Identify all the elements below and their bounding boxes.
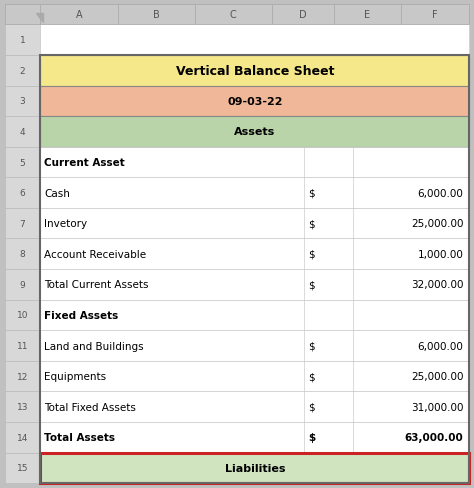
Bar — [40, 269, 469, 300]
Text: 6,000.00: 6,000.00 — [418, 188, 464, 198]
Text: 8: 8 — [19, 250, 26, 259]
Bar — [40, 452, 469, 483]
Text: 12: 12 — [17, 372, 28, 381]
Text: 10: 10 — [17, 311, 28, 320]
Text: $: $ — [308, 402, 315, 412]
Bar — [5, 5, 40, 25]
Bar — [5, 25, 40, 56]
Bar — [5, 391, 40, 422]
Text: 32,000.00: 32,000.00 — [411, 280, 464, 290]
Text: $: $ — [308, 432, 315, 442]
Bar — [40, 25, 469, 56]
Bar — [5, 269, 40, 300]
Text: D: D — [299, 10, 307, 20]
Text: Total Current Assets: Total Current Assets — [44, 280, 148, 290]
Bar — [40, 5, 118, 25]
Text: 2: 2 — [20, 67, 25, 76]
Bar — [5, 178, 40, 208]
Bar — [40, 56, 469, 86]
Text: B: B — [153, 10, 159, 20]
Text: 09-03-22: 09-03-22 — [227, 97, 283, 107]
Text: 6,000.00: 6,000.00 — [418, 341, 464, 351]
Text: 13: 13 — [17, 402, 28, 411]
Text: Total Fixed Assets: Total Fixed Assets — [44, 402, 136, 412]
Text: 1,000.00: 1,000.00 — [418, 249, 464, 259]
Bar — [5, 361, 40, 391]
Text: F: F — [432, 10, 438, 20]
Text: 5: 5 — [19, 158, 26, 167]
Text: $: $ — [308, 188, 315, 198]
Text: 4: 4 — [20, 128, 25, 137]
Bar — [5, 330, 40, 361]
Text: $: $ — [308, 249, 315, 259]
Text: Liabilities: Liabilities — [225, 463, 285, 473]
Bar — [5, 5, 469, 25]
Text: Vertical Balance Sheet: Vertical Balance Sheet — [175, 65, 334, 78]
Bar — [5, 452, 40, 483]
Text: 63,000.00: 63,000.00 — [405, 432, 464, 442]
Bar — [40, 208, 469, 239]
Text: Land and Buildings: Land and Buildings — [44, 341, 144, 351]
Text: Current Asset: Current Asset — [44, 158, 125, 168]
Text: 31,000.00: 31,000.00 — [411, 402, 464, 412]
Text: 9: 9 — [19, 280, 26, 289]
Text: 11: 11 — [17, 341, 28, 350]
Text: 6: 6 — [19, 189, 26, 198]
Bar — [40, 239, 469, 269]
Bar — [195, 5, 272, 25]
Bar — [40, 361, 469, 391]
Bar — [5, 422, 40, 452]
Text: Equipments: Equipments — [44, 371, 106, 381]
Bar — [40, 86, 469, 117]
Bar — [5, 239, 40, 269]
Bar — [118, 5, 195, 25]
Text: 25,000.00: 25,000.00 — [411, 219, 464, 229]
Text: Invetory: Invetory — [44, 219, 87, 229]
Text: 14: 14 — [17, 433, 28, 442]
Bar — [40, 300, 469, 330]
Bar — [5, 86, 40, 117]
Text: A: A — [75, 10, 82, 20]
Text: Fixed Assets: Fixed Assets — [44, 310, 118, 320]
Bar — [40, 422, 469, 452]
Text: Cash: Cash — [44, 188, 70, 198]
Text: $: $ — [308, 341, 315, 351]
Bar — [5, 300, 40, 330]
Text: 25,000.00: 25,000.00 — [411, 371, 464, 381]
Text: $: $ — [308, 280, 315, 290]
Text: 1: 1 — [19, 36, 26, 45]
Text: Account Receivable: Account Receivable — [44, 249, 146, 259]
Bar — [40, 391, 469, 422]
Bar — [5, 147, 40, 178]
Bar — [40, 56, 469, 483]
Bar — [40, 330, 469, 361]
Bar — [5, 56, 40, 86]
Text: exceldemy: exceldemy — [210, 466, 256, 475]
Text: 15: 15 — [17, 464, 28, 472]
Text: C: C — [230, 10, 237, 20]
Text: Assets: Assets — [234, 127, 275, 137]
Bar — [40, 147, 469, 178]
Bar — [401, 5, 469, 25]
Bar — [40, 117, 469, 147]
Text: $: $ — [308, 219, 315, 229]
Bar — [334, 5, 401, 25]
Text: E: E — [365, 10, 371, 20]
Text: Total Assets: Total Assets — [44, 432, 115, 442]
Text: 3: 3 — [19, 97, 26, 106]
Text: $: $ — [308, 371, 315, 381]
Text: 7: 7 — [19, 219, 26, 228]
Bar — [272, 5, 334, 25]
Bar — [40, 178, 469, 208]
Bar — [5, 208, 40, 239]
Polygon shape — [36, 14, 43, 23]
Bar — [5, 117, 40, 147]
